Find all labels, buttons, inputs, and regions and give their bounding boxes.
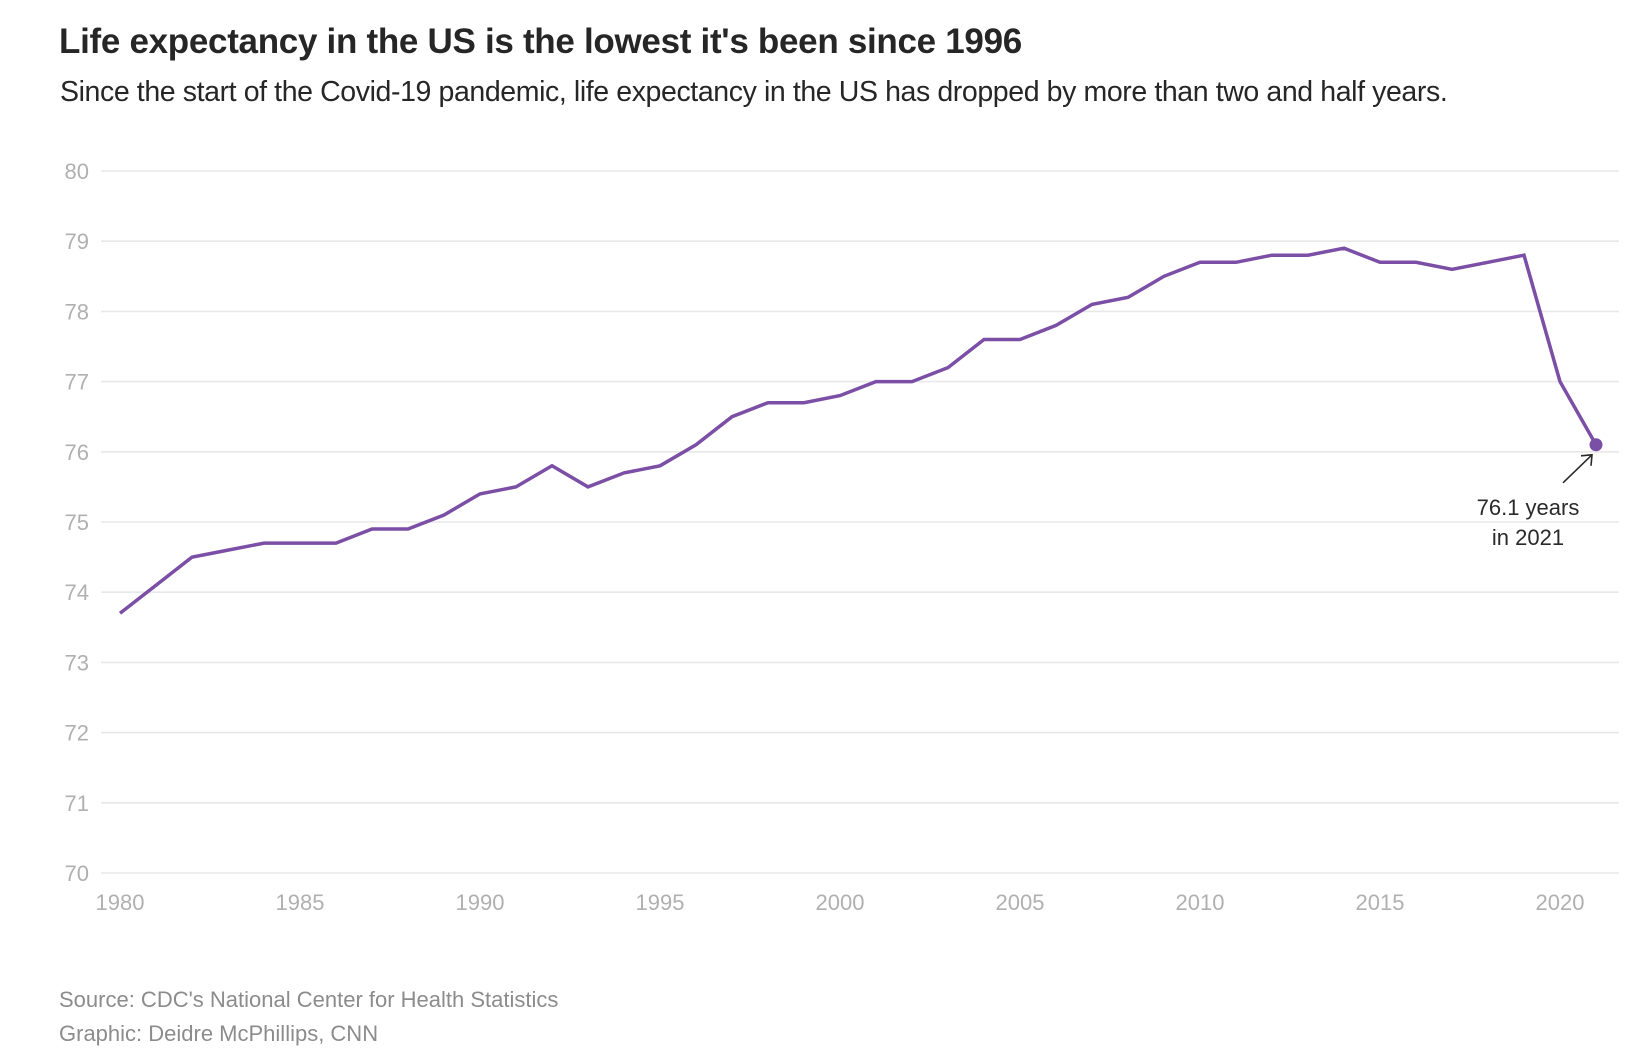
x-tick-label: 1980 <box>96 890 145 915</box>
y-tick-label: 80 <box>65 159 89 184</box>
chart-title: Life expectancy in the US is the lowest … <box>59 22 1022 61</box>
gridlines <box>101 170 1619 874</box>
source-note: Source: CDC's National Center for Health… <box>59 987 559 1012</box>
x-axis-ticks: 1980 1985 1990 1995 2000 2005 2010 2015 2020 <box>96 890 1585 915</box>
y-tick-label: 75 <box>65 510 89 535</box>
series-line <box>118 246 1598 615</box>
annotation-label: 76.1 years <box>1477 495 1580 520</box>
y-tick-label: 76 <box>65 440 89 465</box>
y-tick-label: 79 <box>65 229 89 254</box>
graphic-credit: Graphic: Deidre McPhillips, CNN <box>59 1021 379 1046</box>
line-chart: 70 71 72 73 74 75 76 77 78 79 80 1980 1985 1990 1995 2… <box>65 159 1619 915</box>
y-tick-label: 72 <box>65 721 89 746</box>
x-tick-label: 1995 <box>636 890 685 915</box>
x-tick-label: 1990 <box>456 890 505 915</box>
x-tick-label: 2000 <box>816 890 865 915</box>
endpoint-marker <box>1589 438 1603 452</box>
y-axis-ticks: 70 71 72 73 74 75 76 77 78 79 80 <box>65 159 89 886</box>
arrow-head-icon <box>1580 453 1593 466</box>
y-tick-label: 78 <box>65 299 89 324</box>
y-tick-label: 77 <box>65 370 89 395</box>
y-tick-label: 74 <box>65 580 89 605</box>
x-tick-label: 2015 <box>1356 890 1405 915</box>
y-tick-label: 70 <box>65 861 89 886</box>
y-tick-label: 71 <box>65 791 89 816</box>
chart-subtitle: Since the start of the Covid-19 pandemic… <box>60 76 1448 108</box>
x-tick-label: 2020 <box>1536 890 1585 915</box>
x-tick-label: 2005 <box>996 890 1045 915</box>
annotation-arrow <box>1562 454 1593 484</box>
y-tick-label: 73 <box>65 650 89 675</box>
x-tick-label: 1985 <box>276 890 325 915</box>
annotations: 76.1 years in 2021 <box>1477 438 1603 550</box>
series <box>118 246 1598 615</box>
x-tick-label: 2010 <box>1176 890 1225 915</box>
annotation-label: in 2021 <box>1492 525 1564 550</box>
